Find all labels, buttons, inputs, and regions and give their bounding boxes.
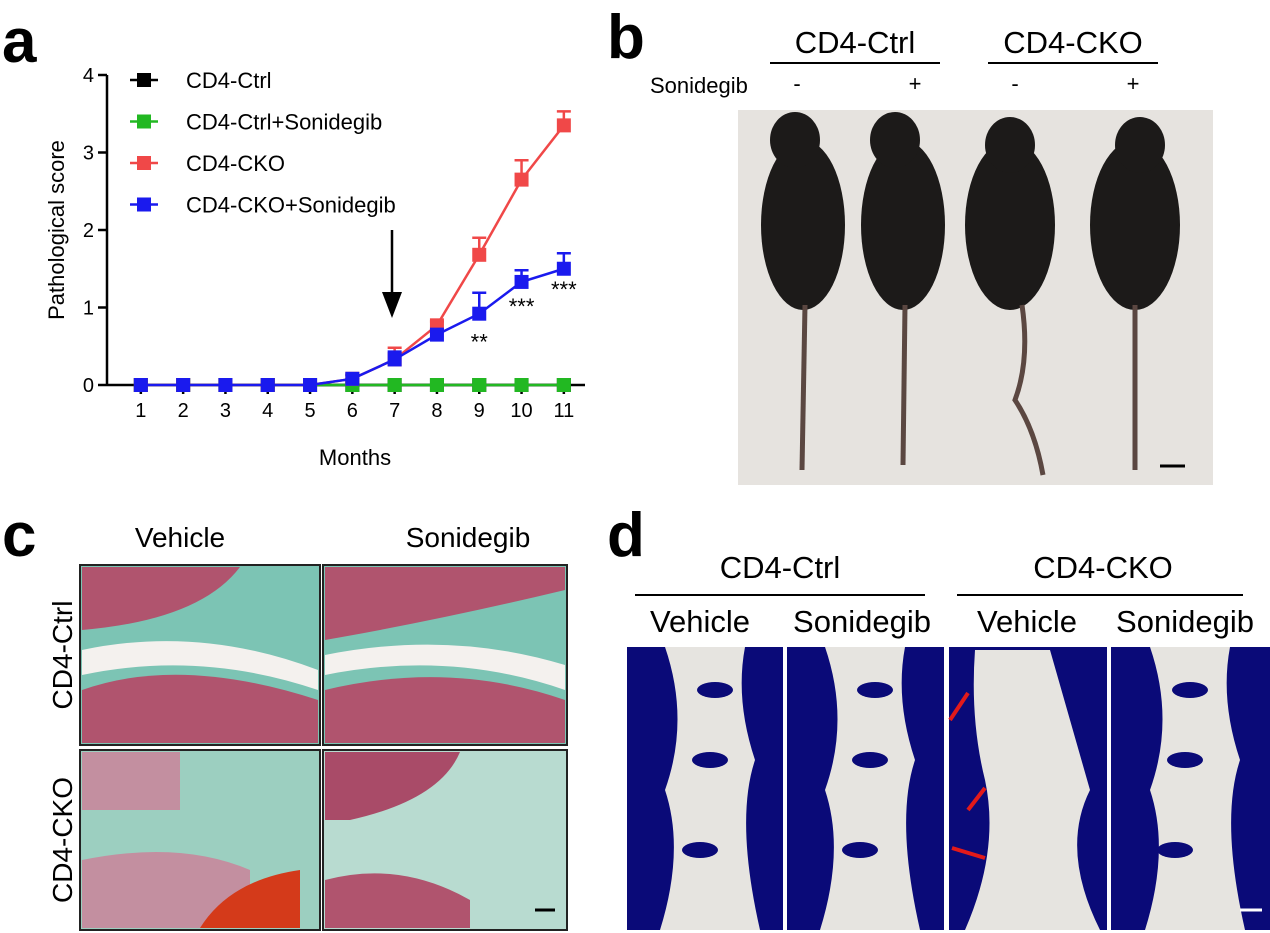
y-tick-label: 4 — [83, 65, 94, 87]
x-tick-label: 2 — [178, 400, 189, 422]
x-tick-label: 10 — [510, 400, 532, 422]
marker — [303, 378, 318, 392]
marker — [133, 378, 148, 392]
x-tick-label: 5 — [304, 400, 315, 422]
group-label: CD4-CKO — [1033, 550, 1173, 585]
column-label: Sonidegib — [406, 522, 531, 553]
group-label: CD4-CKO — [1003, 25, 1143, 60]
y-axis-title: Pathological score — [44, 140, 69, 320]
y-tick-label: 2 — [83, 220, 94, 242]
column-label: Vehicle — [977, 604, 1077, 639]
legend-label: CD4-Ctrl+Sonidegib — [186, 110, 382, 135]
marker — [556, 261, 571, 276]
marker — [387, 378, 402, 392]
sign: - — [793, 71, 800, 96]
marker — [218, 378, 233, 392]
column-label: Vehicle — [650, 604, 750, 639]
legend-marker — [137, 197, 151, 212]
column-label: Sonidegib — [793, 604, 931, 639]
x-tick-label: 1 — [135, 400, 146, 422]
group-label: CD4-Ctrl — [795, 25, 916, 60]
group-label: CD4-Ctrl — [720, 550, 841, 585]
x-axis-title: Months — [319, 445, 391, 470]
y-tick-label: 1 — [83, 298, 94, 320]
significance: *** — [551, 277, 577, 302]
x-tick-label: 7 — [389, 400, 400, 422]
marker — [514, 378, 529, 392]
legend-marker — [137, 156, 151, 170]
legend-label: CD4-CKO — [186, 151, 285, 176]
microct-images — [627, 647, 1270, 930]
x-tick-label: 6 — [347, 400, 358, 422]
marker — [514, 274, 529, 289]
sign: + — [1127, 71, 1140, 96]
column-label: Sonidegib — [1116, 604, 1254, 639]
marker — [387, 352, 402, 367]
marker — [345, 371, 360, 386]
histology-images — [79, 564, 568, 931]
panel-label: d — [607, 501, 645, 570]
panel-label: a — [2, 7, 37, 76]
y-tick-label: 0 — [83, 375, 94, 397]
y-tick-label: 3 — [83, 143, 94, 165]
legend-label: CD4-Ctrl — [186, 68, 272, 93]
treatment-arrow — [382, 230, 402, 318]
marker — [260, 378, 275, 392]
legend-label: CD4-CKO+Sonidegib — [186, 193, 396, 218]
mouse-photo — [738, 110, 1213, 485]
marker — [176, 378, 191, 392]
marker — [556, 118, 571, 133]
x-tick-label: 11 — [553, 400, 574, 422]
marker — [472, 247, 487, 262]
x-tick-label: 3 — [220, 400, 231, 422]
marker — [472, 378, 487, 392]
sign: - — [1011, 71, 1018, 96]
x-tick-label: 8 — [431, 400, 442, 422]
marker — [556, 378, 571, 392]
x-tick-label: 9 — [474, 400, 485, 422]
significance: *** — [509, 294, 535, 319]
legend-marker — [137, 114, 151, 129]
marker — [429, 378, 444, 392]
panel-label: b — [607, 3, 645, 72]
marker — [472, 306, 487, 321]
marker — [429, 327, 444, 342]
column-label: Vehicle — [135, 522, 225, 553]
significance: ** — [471, 330, 489, 355]
sign: + — [909, 71, 922, 96]
marker — [514, 172, 529, 187]
row-label: CD4-CKO — [47, 777, 78, 903]
treatment-label: Sonidegib — [650, 73, 748, 98]
legend-marker — [137, 73, 151, 87]
row-label: CD4-Ctrl — [47, 601, 78, 710]
x-tick-label: 4 — [262, 400, 273, 422]
panel-label: c — [2, 501, 36, 570]
series-line — [140, 267, 565, 387]
